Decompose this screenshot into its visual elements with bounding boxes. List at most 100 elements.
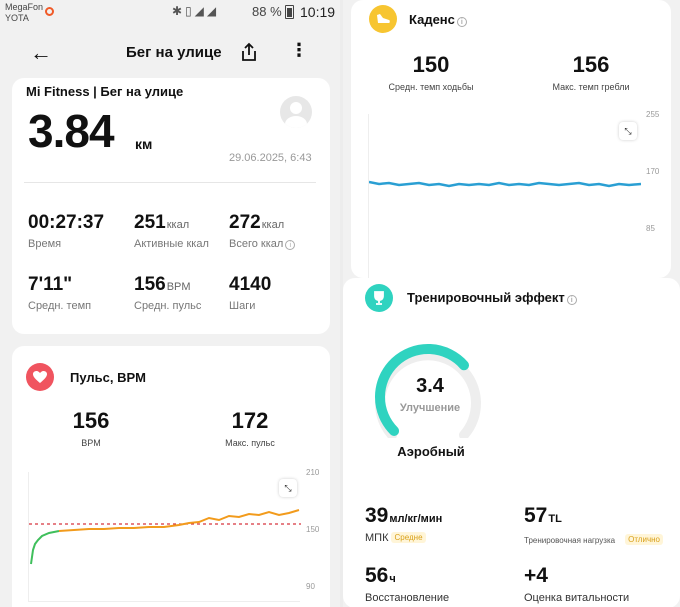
metric-value: 39 — [365, 504, 389, 527]
vibrate-icon: ▯ — [185, 4, 195, 18]
heart-rate-card: Пульс, BPM 156 BPM 172 Макс. пульс ⤡ 210… — [12, 346, 330, 607]
stat-label: Средн. пульс — [134, 300, 202, 312]
heart-icon — [26, 363, 54, 391]
metric-value: 56 — [365, 564, 389, 587]
metric-label: Восстановление — [365, 592, 450, 604]
share-icon[interactable] — [240, 42, 258, 62]
avatar[interactable] — [280, 96, 312, 128]
cadence-title: Каденс i — [409, 12, 467, 27]
cadence-line — [368, 180, 642, 188]
more-options-icon[interactable]: ⋮ — [290, 40, 308, 60]
metric-label: Оценка витальности — [524, 592, 630, 604]
stat-value: 00:27:37 — [28, 212, 105, 233]
cadence-line-svg — [368, 180, 642, 188]
status-badge: Средне — [391, 532, 426, 543]
app-header: ← Бег на улице ⋮ — [0, 32, 340, 72]
hr-axis-mid: 150 — [306, 525, 320, 534]
stat-value: 7'11" — [28, 274, 73, 295]
cadence-card: Каденс i 150 Средн. темп ходьбы 156 Макс.… — [351, 0, 671, 278]
divider — [24, 182, 316, 183]
hr-axis-top: 210 — [306, 468, 320, 477]
hr-max: 172 Макс. пульс — [212, 408, 288, 448]
stat-avg-pulse: 156BPM Средн. пульс — [134, 274, 201, 312]
heart-rate-title: Пульс, BPM — [70, 370, 146, 385]
cadence-chart: ⤡ — [368, 114, 642, 278]
hr-warmup-line — [30, 530, 60, 565]
metric-vitality: +4 Оценка витальности — [524, 564, 629, 604]
trophy-icon — [365, 284, 393, 312]
metric-label: МПК — [365, 532, 389, 544]
right-panel: Каденс i 150 Средн. темп ходьбы 156 Макс.… — [343, 0, 680, 607]
metric-value: 57 — [524, 504, 548, 527]
source-brand: Mi Fitness | Бег на улице — [26, 84, 184, 99]
training-effect-gauge — [375, 344, 481, 438]
stat-value: 4140 — [229, 274, 272, 295]
metric-vo2max: 39мл/кг/мин МПК Средне — [365, 504, 442, 544]
battery-percent: 88 % — [252, 4, 282, 19]
hr-axis-bottom: 90 — [306, 582, 315, 591]
hr-avg-label: BPM — [81, 438, 101, 448]
cadence-max: 156 Макс. темп гребли — [541, 52, 641, 92]
heart-rate-chart: ⤡ — [28, 472, 301, 602]
stat-unit: ккал — [166, 219, 190, 231]
cadence-title-text: Каденс — [409, 12, 455, 27]
expand-chart-icon[interactable]: ⤡ — [279, 479, 297, 497]
status-badge: Отлично — [625, 534, 663, 545]
cadence-avg-label: Средн. темп ходьбы — [388, 82, 474, 92]
info-icon[interactable]: i — [285, 240, 296, 250]
left-panel: MegaFon YOTA ✱▯◢◢ 88 % 10:19 ← Бег на ул… — [0, 0, 340, 607]
stat-unit: BPM — [166, 281, 191, 293]
training-effect-card: Тренировочный эффект i 3.4 Улучшение Аэро… — [343, 278, 680, 607]
status-bar: MegaFon YOTA ✱▯◢◢ 88 % 10:19 — [0, 0, 340, 30]
hr-avg-value: 156 — [72, 408, 110, 433]
distance-value: 3.84 — [28, 105, 115, 157]
hr-max-label: Макс. пульс — [225, 438, 275, 448]
stat-time: 00:27:37 Время — [28, 212, 104, 250]
stat-unit: ккал — [261, 219, 285, 231]
bluetooth-icon: ✱ — [172, 4, 186, 18]
notification-ring-icon — [45, 7, 54, 16]
info-icon[interactable]: i — [566, 295, 577, 305]
stat-active-kcal: 251ккал Активные ккал — [134, 212, 209, 250]
metric-value: +4 — [524, 564, 548, 587]
hr-max-value: 172 — [231, 408, 269, 433]
hr-main-line — [58, 509, 300, 532]
cadence-max-label: Макс. темп гребли — [552, 82, 630, 92]
distance-unit: км — [135, 136, 153, 152]
operator-2: YOTA — [5, 13, 29, 23]
metric-unit: TL — [548, 513, 562, 525]
cadence-avg: 150 Средн. темп ходьбы — [381, 52, 481, 92]
metric-unit: мл/кг/мин — [389, 513, 443, 525]
status-icons: ✱▯◢◢ — [172, 4, 219, 18]
back-arrow-icon[interactable]: ← — [30, 40, 52, 65]
stat-value: 156 — [134, 274, 166, 295]
cadence-max-value: 156 — [572, 52, 610, 77]
stat-steps: 4140 Шаги — [229, 274, 271, 312]
stat-label: Средн. темп — [28, 300, 92, 312]
metric-training-load: 57TL Тренировочная нагрузка Отлично — [524, 504, 663, 545]
hr-avg: 156 BPM — [56, 408, 126, 448]
cadence-axis-top: 255 — [646, 110, 660, 119]
workout-date: 29.06.2025, 6:43 — [229, 152, 312, 164]
cadence-axis-bottom: 85 — [646, 224, 655, 233]
gauge-fill — [375, 344, 470, 436]
stat-label: Всего ккал — [229, 238, 284, 250]
info-icon[interactable]: i — [456, 17, 467, 27]
shoe-icon — [369, 5, 397, 33]
training-effect-status: Улучшение — [399, 402, 461, 414]
hr-line-svg — [29, 509, 301, 565]
page-title: Бег на улице — [126, 44, 222, 61]
training-effect-title-text: Тренировочный эффект — [407, 290, 565, 305]
stat-label: Шаги — [229, 300, 256, 312]
operator-1: MegaFon — [5, 2, 44, 12]
summary-card: Mi Fitness | Бег на улице 3.84 км 29.06.… — [12, 78, 330, 334]
metric-label: Тренировочная нагрузка — [524, 536, 616, 545]
training-effect-value: 3.4 — [416, 375, 444, 397]
stat-total-kcal: 272ккал Всего ккал i — [229, 212, 296, 250]
expand-chart-icon[interactable]: ⤡ — [619, 122, 637, 140]
metric-recovery: 56ч Восстановление — [365, 564, 449, 604]
metric-unit: ч — [389, 573, 396, 585]
training-effect-title: Тренировочный эффект i — [407, 290, 577, 305]
stat-label: Время — [28, 238, 62, 250]
training-effect-type: Аэробный — [397, 444, 465, 459]
